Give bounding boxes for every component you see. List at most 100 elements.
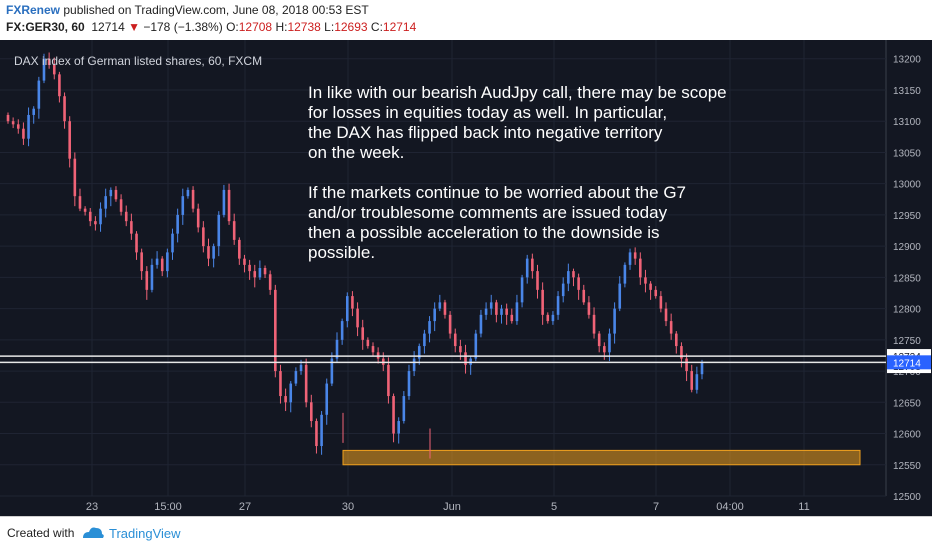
candle-body <box>644 277 647 284</box>
price-axis: 13200 13150 13100 13050 13000 12950 12900 12850… <box>893 55 921 503</box>
candle-body <box>232 221 236 240</box>
candle-body <box>674 333 678 347</box>
candle-body <box>505 308 508 315</box>
candle-body <box>572 271 575 278</box>
candle-body <box>171 233 174 253</box>
candle-body <box>274 289 277 372</box>
candle-body <box>587 302 591 315</box>
candle-body <box>649 283 652 290</box>
y-tick-label: 12750 <box>893 336 921 347</box>
candle-body <box>52 64 56 75</box>
candle-body <box>63 96 66 122</box>
candle-body <box>207 246 210 259</box>
candle-body <box>412 358 416 372</box>
candle-body <box>551 314 555 322</box>
candle-body <box>130 221 133 234</box>
candle-body <box>541 289 544 315</box>
candle-body <box>546 314 550 322</box>
candle-body <box>685 358 688 372</box>
y-tick-label: 13000 <box>893 180 921 191</box>
candle-body <box>16 124 20 129</box>
candle-body <box>592 314 596 334</box>
candle-body <box>227 189 231 222</box>
x-tick-label: 5 <box>551 501 557 513</box>
candle-body <box>669 321 673 334</box>
candle-body <box>366 339 370 347</box>
candle-body <box>37 80 41 109</box>
chart-title: DAX index of German listed shares, 60, F… <box>14 54 262 68</box>
down-arrow-icon: ▼ <box>128 20 140 34</box>
candle-body <box>238 239 241 259</box>
candle-body <box>58 74 61 97</box>
candle-body <box>659 296 663 309</box>
symbol-label[interactable]: FX:GER30, 60 <box>6 20 85 34</box>
candle-body <box>582 289 586 303</box>
y-tick-label: 12650 <box>893 398 921 409</box>
x-tick-label: 04:00 <box>716 501 744 513</box>
candle-body <box>387 364 390 397</box>
candle-body <box>212 246 215 259</box>
candle-body <box>114 189 118 200</box>
candle-body <box>371 346 375 353</box>
candle-body <box>500 308 503 315</box>
candle-body <box>32 108 36 115</box>
candle-body <box>284 396 287 403</box>
y-tick-label: 13100 <box>893 117 921 128</box>
created-with-label: Created with <box>7 526 75 540</box>
candle-body <box>654 289 658 297</box>
candle-body <box>263 268 267 275</box>
candle-body <box>222 189 226 215</box>
price-labels: 127241270812714 <box>887 349 931 374</box>
candle-body <box>294 371 298 384</box>
candle-body <box>392 396 395 434</box>
candle-body <box>664 308 668 322</box>
candle-body <box>253 271 257 278</box>
candle-body <box>83 208 87 212</box>
candle-body <box>639 258 642 278</box>
candle-body <box>299 364 303 372</box>
price-axis-background <box>886 40 932 496</box>
open-key: O: <box>226 20 239 34</box>
candle-body <box>243 258 246 265</box>
price-chart[interactable]: 13200 13150 13100 13050 13000 12950 12900 12850… <box>0 40 932 516</box>
annotation-line: on the week. <box>308 143 404 162</box>
candle-body <box>536 271 539 290</box>
candle-body <box>78 196 82 209</box>
candle-body <box>479 314 483 334</box>
candle-body <box>181 196 185 215</box>
candle-body <box>335 339 339 359</box>
candle-body <box>597 333 601 347</box>
candle-body <box>186 189 190 197</box>
candle-body <box>150 264 154 290</box>
candle-body <box>361 327 365 340</box>
candle-body <box>438 302 442 309</box>
author-link[interactable]: FXRenew <box>6 3 61 17</box>
annotation-text: In like with our bearish AudJpy call, th… <box>308 83 727 262</box>
candle-body <box>448 314 452 334</box>
candle-body <box>428 321 431 334</box>
candle-body <box>140 252 143 272</box>
x-tick-label: 11 <box>798 501 809 513</box>
annotation-line: the DAX has flipped back into negative t… <box>308 123 663 142</box>
candle-body <box>443 302 447 315</box>
candle-body <box>690 371 694 390</box>
candle-body <box>618 283 622 309</box>
tradingview-brand[interactable]: TradingView <box>109 526 181 541</box>
candle-body <box>47 58 51 65</box>
candle-body <box>556 296 560 315</box>
candle-body <box>680 346 683 359</box>
candle-body <box>109 189 113 197</box>
x-tick-label: 23 <box>86 501 98 513</box>
candle-body <box>407 371 411 397</box>
publish-line: FXRenew published on TradingView.com, Ju… <box>6 3 369 19</box>
tradingview-logo-icon[interactable] <box>81 524 105 542</box>
publish-info: published on TradingView.com, June 08, 2… <box>60 3 369 17</box>
high-value: 12738 <box>287 20 321 34</box>
y-tick-label: 12900 <box>893 242 921 253</box>
candle-body <box>248 264 251 272</box>
candle-body <box>330 358 334 384</box>
price-label-text: 12714 <box>893 358 921 369</box>
candle-body <box>351 296 354 309</box>
candle-body <box>104 196 107 209</box>
candle-body <box>166 252 169 272</box>
